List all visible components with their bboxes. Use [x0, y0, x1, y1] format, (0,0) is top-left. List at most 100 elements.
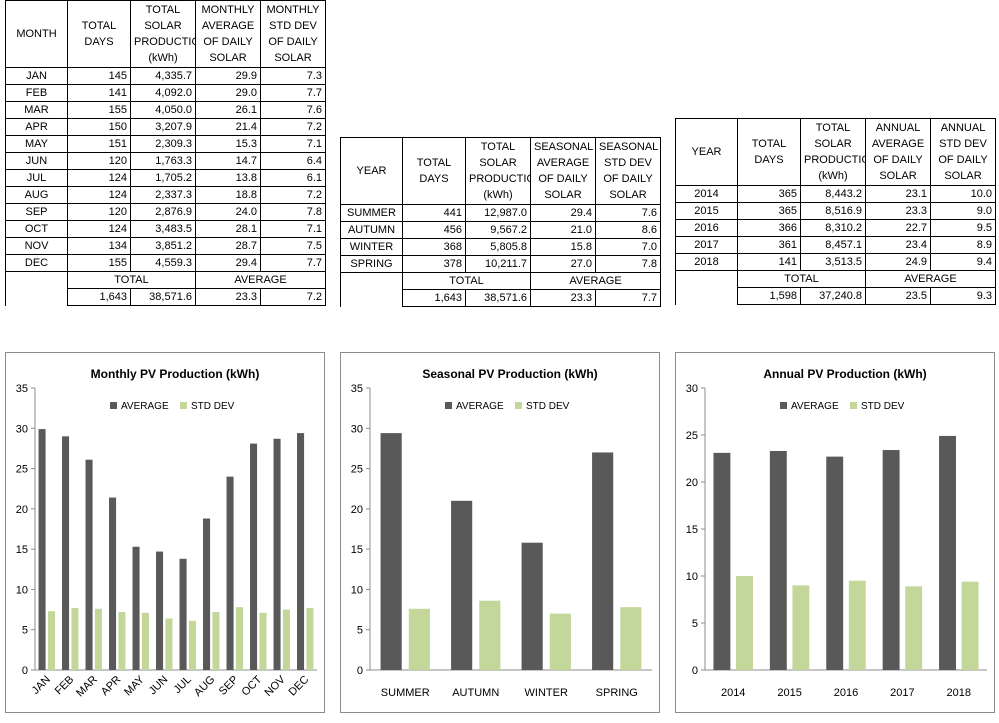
bar: [736, 576, 753, 670]
cell: 2017: [675, 236, 738, 254]
header-text: DAYS: [84, 36, 114, 48]
footer-value-row: 1,643 38,571.6 23.3 7.7: [340, 289, 661, 307]
chart-title: Annual PV Production (kWh): [763, 367, 926, 381]
bar: [282, 609, 290, 670]
cell: 28.1: [195, 220, 261, 238]
footer-label: TOTAL: [737, 270, 866, 288]
header-text: SOLAR: [879, 170, 917, 182]
bar: [141, 612, 149, 670]
cell: 120: [67, 203, 131, 221]
header-text: OF DAILY: [873, 154, 923, 166]
bar: [521, 542, 543, 670]
cell: 23.1: [865, 185, 931, 203]
cell: 8,457.1: [800, 236, 866, 254]
cell: 141: [67, 84, 131, 102]
cell: 151: [67, 135, 131, 153]
bar: [380, 433, 402, 670]
cell: 7.2: [260, 186, 326, 204]
y-tick-label: 20: [686, 477, 698, 489]
footer-label: TOTAL: [402, 272, 531, 290]
monthly-table: MONTH TOTAL DAYS TOTAL SOLAR PRODUCTION (kWh) M…: [5, 0, 326, 306]
header-text: OF DAILY: [203, 36, 253, 48]
header-text: ANNUAL: [940, 122, 986, 134]
x-tick-label: 2017: [890, 687, 914, 699]
cell: 7.1: [260, 220, 326, 238]
header-cell: TOTAL DAYS: [737, 118, 801, 186]
bar: [165, 618, 173, 670]
x-tick-label: AUTUMN: [452, 687, 499, 699]
header-row: YEAR TOTAL DAYS TOTAL SOLAR PRODUCTION (kWh) SE…: [340, 137, 661, 205]
cell: SPRING: [340, 255, 403, 273]
bar: [408, 608, 430, 670]
legend-swatch: [445, 402, 452, 409]
cell: 2015: [675, 202, 738, 220]
cell: 8.9: [930, 236, 996, 254]
y-tick-label: 25: [16, 464, 28, 476]
header-text: MONTHLY: [201, 4, 255, 16]
cell: 150: [67, 118, 131, 136]
header-cell: TOTAL SOLAR PRODUCTION (kWh): [800, 118, 866, 186]
bar: [62, 436, 70, 670]
cell: 4,092.0: [130, 84, 196, 102]
y-tick-label: 0: [692, 665, 698, 677]
chart-title: Seasonal PV Production (kWh): [422, 367, 597, 381]
bar: [297, 433, 305, 670]
data-row: JUN 120 1,763.3 14.7 6.4: [5, 152, 326, 170]
cell: 124: [67, 186, 131, 204]
header-cell: TOTAL SOLAR PRODUCTION (kWh): [465, 137, 531, 205]
cell: 3,207.9: [130, 118, 196, 136]
cell: 141: [737, 253, 801, 271]
header-text: MONTH: [16, 28, 57, 40]
bar: [156, 551, 164, 670]
cell: 27.0: [530, 255, 596, 273]
data-row: AUG 124 2,337.3 18.8 7.2: [5, 186, 326, 204]
cell: FEB: [5, 84, 68, 102]
bar: [118, 611, 126, 670]
cell: 2,337.3: [130, 186, 196, 204]
header-text: SOLAR: [944, 170, 982, 182]
cell: NOV: [5, 237, 68, 255]
bar: [306, 607, 314, 670]
footer-label-row: TOTAL AVERAGE: [675, 270, 996, 288]
annual-table: YEAR TOTAL DAYS TOTAL SOLAR PRODUCTION (kWh) AN…: [675, 118, 996, 305]
y-tick-label: 0: [357, 665, 363, 677]
header-text: TOTAL: [145, 4, 181, 16]
cell: 29.4: [195, 254, 261, 272]
data-row: APR 150 3,207.9 21.4 7.2: [5, 118, 326, 136]
header-text: SOLAR: [209, 52, 247, 64]
data-row: 2014 365 8,443.2 23.1 10.0: [675, 185, 996, 203]
bar: [71, 607, 79, 670]
cell: JUL: [5, 169, 68, 187]
bar: [132, 546, 140, 670]
bar: [226, 476, 234, 670]
y-tick-label: 10: [686, 571, 698, 583]
header-cell: MONTH: [5, 0, 68, 68]
cell: 18.8: [195, 186, 261, 204]
cell: 7.7: [260, 84, 326, 102]
header-cell: MONTHLY AVERAGE OF DAILY SOLAR: [195, 0, 261, 68]
cell: 15.3: [195, 135, 261, 153]
bar: [826, 456, 844, 670]
header-cell: YEAR: [675, 118, 738, 186]
header-text: OF DAILY: [268, 36, 318, 48]
data-row: 2018 141 3,513.5 24.9 9.4: [675, 253, 996, 271]
bar: [203, 518, 211, 670]
cell: 21.4: [195, 118, 261, 136]
y-tick-label: 20: [351, 504, 363, 516]
header-text: SOLAR: [479, 157, 517, 169]
bar: [451, 500, 473, 670]
blank-cell: [675, 287, 738, 305]
data-row: SEP 120 2,876.9 24.0 7.8: [5, 203, 326, 221]
cell: 366: [737, 219, 801, 237]
cell: 365: [737, 185, 801, 203]
cell: 2014: [675, 185, 738, 203]
header-text: (kWh): [818, 170, 848, 182]
cell: 7.8: [595, 255, 661, 273]
cell: 7.7: [260, 254, 326, 272]
legend-swatch: [180, 402, 187, 409]
cell: 10.0: [930, 185, 996, 203]
cell: AUTUMN: [340, 221, 403, 239]
header-text: STD DEV: [604, 157, 652, 169]
cell: 7.2: [260, 118, 326, 136]
data-row: JAN 145 4,335.7 29.9 7.3: [5, 67, 326, 85]
